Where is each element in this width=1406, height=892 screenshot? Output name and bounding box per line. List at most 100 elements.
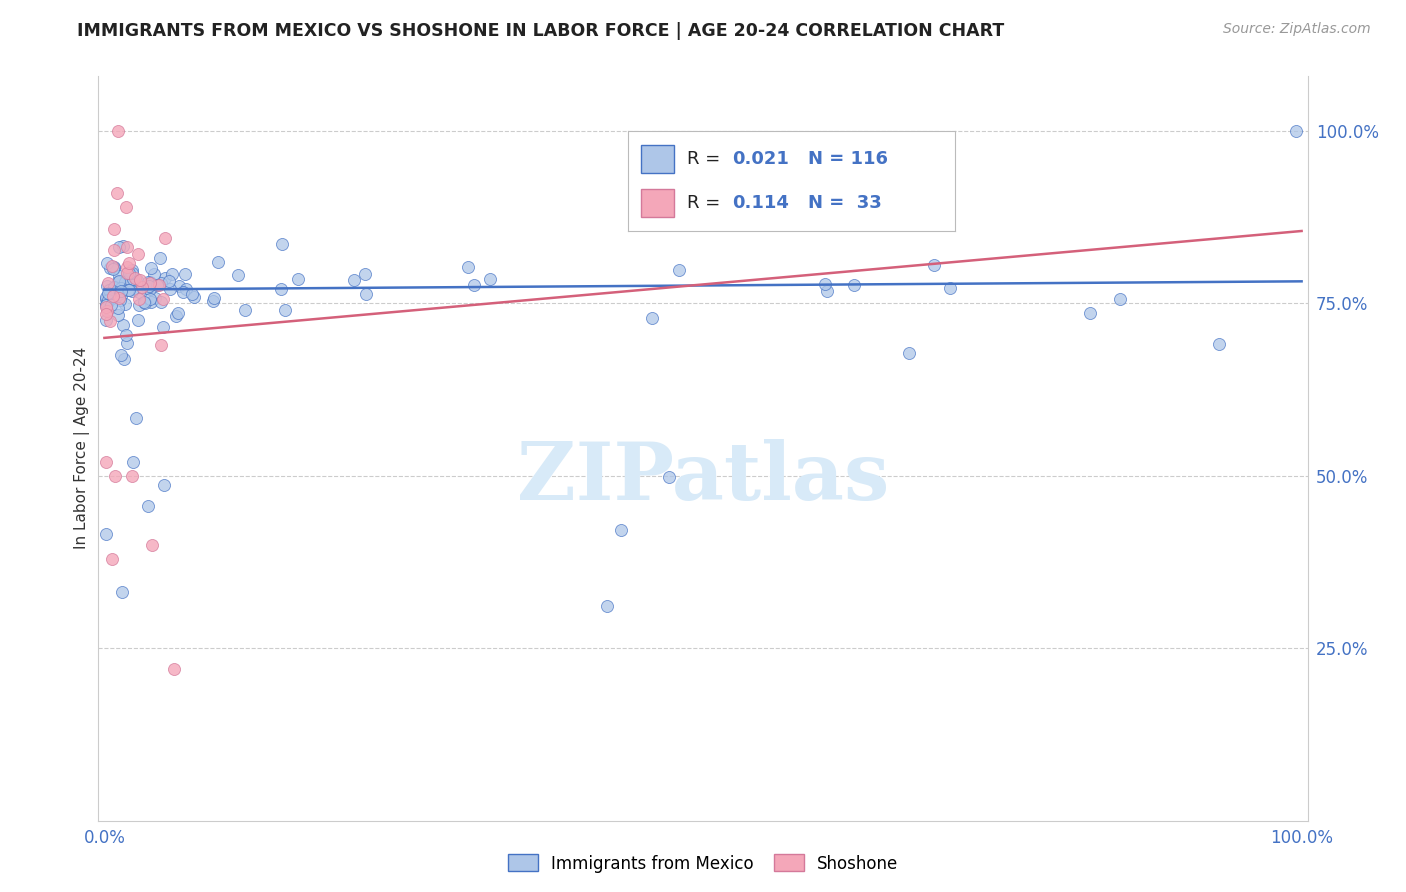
Point [103, 281, 125, 295]
Point [125, 410, 148, 425]
Point [127, 312, 149, 326]
Point [100, 298, 122, 312]
Point [153, 477, 176, 491]
Point [207, 255, 229, 269]
Point [97, 293, 120, 307]
Point [110, 289, 132, 303]
Point [148, 277, 170, 292]
Point [165, 309, 187, 323]
Point [1078, 306, 1101, 320]
Point [149, 276, 172, 290]
Point [110, 348, 132, 362]
Point [842, 278, 865, 293]
Point [114, 328, 136, 343]
Text: IMMIGRANTS FROM MEXICO VS SHOSHONE IN LABOR FORCE | AGE 20-24 CORRELATION CHART: IMMIGRANTS FROM MEXICO VS SHOSHONE IN LA… [77, 22, 1004, 40]
Point [174, 267, 197, 281]
Point [139, 292, 162, 306]
Point [167, 279, 190, 293]
Point [172, 285, 194, 299]
Y-axis label: In Labor Force | Age 20-24: In Labor Force | Age 20-24 [75, 347, 90, 549]
Point [107, 301, 129, 315]
Text: ZIPatlas: ZIPatlas [517, 439, 889, 517]
Point [183, 290, 205, 304]
Point [354, 286, 377, 301]
Point [117, 284, 139, 298]
Point [115, 271, 138, 285]
Point [94, 526, 117, 541]
Point [121, 285, 143, 299]
Point [128, 297, 150, 311]
Point [136, 500, 159, 514]
Point [124, 270, 146, 285]
Point [101, 259, 124, 273]
Point [463, 277, 485, 292]
Point [939, 281, 962, 295]
Point [141, 294, 163, 309]
Point [121, 468, 143, 483]
Point [139, 275, 162, 289]
Point [112, 351, 135, 366]
Point [160, 267, 183, 281]
Point [96, 279, 118, 293]
Point [98, 283, 121, 297]
Text: R =: R = [686, 194, 725, 211]
Point [97, 277, 120, 291]
Point [479, 271, 502, 285]
Point [122, 272, 145, 286]
Point [146, 277, 169, 292]
Text: N = 116: N = 116 [807, 150, 887, 168]
Point [228, 268, 250, 282]
Point [110, 285, 132, 299]
Point [108, 283, 131, 297]
Point [94, 292, 117, 306]
Point [98, 260, 121, 275]
Point [233, 302, 256, 317]
Point [153, 270, 176, 285]
Point [103, 221, 125, 235]
Point [139, 261, 162, 276]
Point [128, 285, 150, 299]
Point [115, 200, 138, 214]
Point [270, 282, 292, 296]
Point [142, 267, 165, 281]
Point [115, 276, 138, 290]
FancyBboxPatch shape [641, 189, 673, 217]
Point [657, 470, 679, 484]
Point [141, 538, 163, 552]
Point [596, 599, 619, 613]
Point [180, 286, 202, 301]
Point [121, 263, 143, 277]
Point [117, 283, 139, 297]
Point [101, 551, 124, 566]
Point [153, 231, 176, 245]
Point [131, 280, 153, 294]
Point [149, 251, 172, 265]
Point [610, 523, 633, 537]
Legend: Immigrants from Mexico, Shoshone: Immigrants from Mexico, Shoshone [501, 847, 905, 880]
Point [110, 280, 132, 294]
Point [143, 291, 166, 305]
Point [138, 279, 160, 293]
Point [108, 292, 131, 306]
Point [202, 291, 225, 305]
Point [103, 260, 125, 274]
Point [101, 262, 124, 277]
Point [139, 276, 162, 290]
Point [112, 318, 135, 332]
Point [167, 306, 190, 320]
Point [924, 258, 946, 272]
Point [94, 298, 117, 312]
Text: Source: ZipAtlas.com: Source: ZipAtlas.com [1223, 22, 1371, 37]
Point [94, 307, 117, 321]
Point [115, 260, 138, 274]
Point [107, 124, 129, 138]
Point [94, 298, 117, 312]
Point [94, 455, 117, 469]
Point [152, 320, 174, 334]
Point [107, 274, 129, 288]
Point [108, 268, 131, 283]
Point [129, 273, 152, 287]
Point [139, 282, 162, 296]
Point [898, 345, 921, 359]
Point [157, 274, 180, 288]
